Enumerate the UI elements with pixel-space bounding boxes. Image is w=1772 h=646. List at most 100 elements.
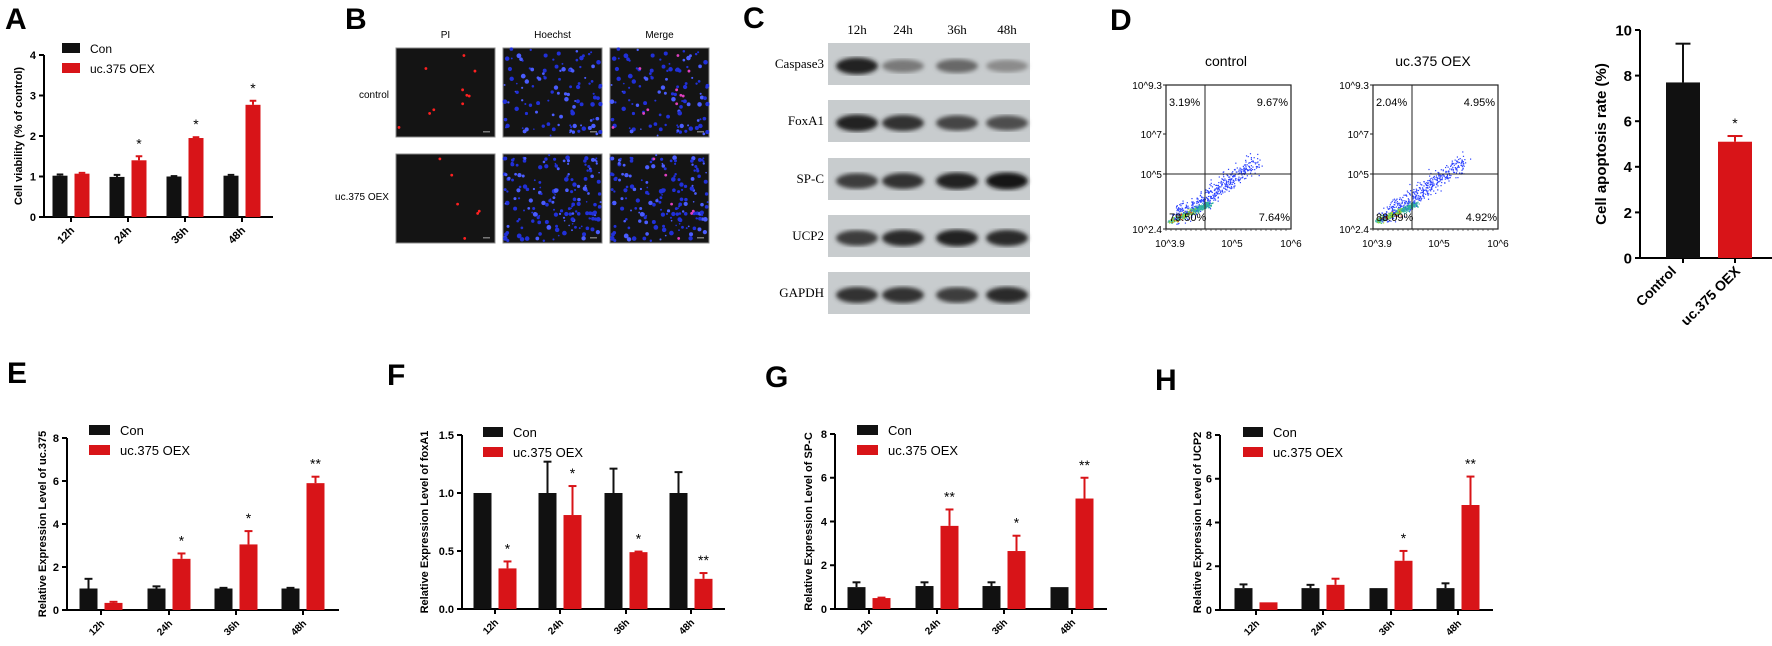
nucleus-dot — [678, 229, 680, 232]
event-dot — [1250, 158, 1253, 160]
nucleus-dot — [538, 165, 543, 170]
y-tick-label: 3 — [30, 90, 36, 102]
event-dot — [1410, 190, 1412, 192]
event-dot — [1438, 174, 1440, 176]
event-dot — [1390, 212, 1392, 214]
nucleus-dot — [596, 217, 601, 222]
nucleus-dot — [554, 162, 557, 165]
event-dot — [1229, 176, 1231, 178]
nucleus-dot — [691, 184, 694, 187]
event-dot — [1404, 205, 1406, 207]
event-dot — [1215, 191, 1218, 194]
nucleus-dot — [591, 64, 595, 69]
event-dot — [1412, 198, 1414, 200]
event-dot — [1179, 217, 1181, 219]
bar — [847, 587, 866, 609]
nucleus-dot — [510, 161, 514, 165]
quadrant-ll: 79.50% — [1169, 212, 1207, 224]
nucleus-dot — [595, 162, 598, 165]
event-dot — [1242, 165, 1244, 167]
nucleus-dot — [674, 162, 677, 165]
event-dot — [1423, 185, 1425, 187]
event-dot — [1397, 213, 1400, 215]
nucleus-dot — [701, 158, 704, 162]
nucleus-dot — [553, 212, 559, 217]
event-dot — [1238, 169, 1240, 171]
nucleus-dot — [575, 58, 579, 62]
event-dot — [1457, 165, 1459, 167]
nucleus-dot — [572, 123, 577, 129]
nucleus-dot — [618, 178, 621, 182]
nucleus-dot — [524, 236, 530, 241]
event-dot — [1378, 217, 1381, 219]
nucleus-dot — [542, 160, 546, 164]
event-dot — [1383, 207, 1385, 209]
event-dot — [1415, 194, 1418, 196]
nucleus-dot — [507, 101, 510, 104]
pi-dot — [450, 173, 454, 177]
event-dot — [1176, 220, 1178, 222]
nucleus-dot — [684, 197, 688, 202]
nucleus-dot — [693, 169, 696, 172]
event-dot — [1439, 179, 1442, 181]
panel-label-d: D — [1110, 4, 1132, 37]
legend-swatch — [1243, 447, 1263, 457]
nucleus-dot — [616, 76, 621, 82]
event-dot — [1242, 168, 1244, 171]
event-dot — [1379, 217, 1381, 219]
pi-dot — [462, 54, 466, 57]
event-dot — [1178, 208, 1180, 210]
event-dot — [1205, 206, 1207, 208]
event-dot — [1176, 219, 1178, 221]
event-dot — [1452, 168, 1454, 170]
x-tick-label: 24h — [112, 224, 134, 246]
event-dot — [1383, 216, 1385, 218]
panel-label-c: C — [743, 2, 765, 35]
nucleus-dot — [513, 206, 518, 211]
event-dot — [1178, 216, 1180, 218]
event-dot — [1400, 209, 1402, 211]
event-dot — [1400, 208, 1403, 210]
nucleus-dot — [595, 132, 599, 136]
nucleus-dot — [669, 216, 673, 219]
event-dot — [1406, 206, 1408, 208]
significance-marker: * — [1014, 515, 1020, 531]
event-dot — [1218, 186, 1220, 188]
nucleus-dot — [642, 236, 647, 241]
nucleus-dot — [503, 188, 507, 192]
nucleus-dot — [554, 193, 556, 196]
event-dot — [1258, 163, 1260, 166]
event-dot — [1396, 201, 1399, 203]
event-dot — [1201, 199, 1203, 201]
event-dot — [1436, 181, 1439, 184]
event-dot — [1207, 199, 1209, 201]
row-label: uc.375 OEX — [335, 192, 389, 203]
event-dot — [1399, 197, 1401, 199]
event-dot — [1209, 202, 1211, 205]
event-dot — [1200, 208, 1202, 210]
pi-dot — [438, 157, 442, 161]
event-dot — [1210, 204, 1213, 206]
nucleus-dot — [562, 216, 566, 219]
event-dot — [1254, 161, 1256, 164]
event-dot — [1454, 159, 1456, 161]
event-dot — [1190, 211, 1193, 213]
event-dot — [1380, 222, 1383, 224]
event-dot — [1455, 168, 1457, 170]
nucleus-dot — [632, 187, 637, 192]
bar — [1326, 584, 1345, 610]
event-dot — [1440, 169, 1442, 171]
event-dot — [1462, 162, 1464, 164]
y-tick-label: 0 — [1624, 250, 1632, 267]
pi-dot — [664, 173, 668, 177]
event-dot — [1239, 179, 1241, 181]
y-tick-label: 6 — [53, 476, 59, 488]
event-dot — [1389, 216, 1391, 218]
event-dot — [1403, 194, 1405, 196]
event-dot — [1174, 219, 1176, 221]
nucleus-dot — [687, 124, 690, 127]
event-dot — [1415, 190, 1418, 192]
nucleus-dot — [561, 62, 564, 65]
event-dot — [1255, 167, 1258, 169]
event-dot — [1389, 206, 1391, 208]
